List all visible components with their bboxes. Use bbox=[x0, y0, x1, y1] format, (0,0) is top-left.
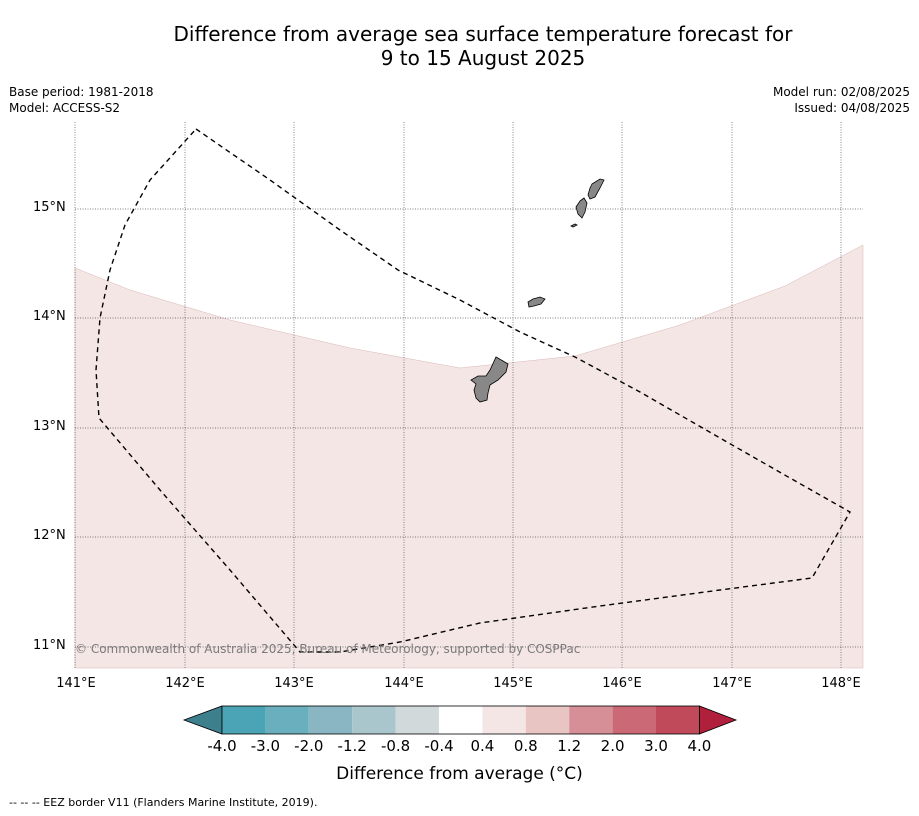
island-tinian bbox=[575, 197, 588, 219]
eez-footnote: -- -- -- EEZ border V11 (Flanders Marine… bbox=[9, 796, 318, 809]
colorbar-tick-label: 0.8 bbox=[513, 737, 538, 755]
lat-label-11: 11°N bbox=[33, 638, 66, 653]
colorbar-tick-label: -4.0 bbox=[207, 737, 237, 755]
lat-label-13: 13°N bbox=[33, 419, 66, 434]
colorbar bbox=[182, 705, 738, 735]
colorbar-segment bbox=[222, 706, 266, 734]
lon-label-144: 144°E bbox=[384, 676, 424, 691]
colorbar-label: Difference from average (°C) bbox=[336, 764, 583, 784]
meta-right: Model run: 02/08/2025 Issued: 04/08/2025 bbox=[773, 84, 910, 116]
colorbar-segment bbox=[612, 706, 656, 734]
model-run: Model run: 02/08/2025 bbox=[772, 85, 910, 99]
lon-label-142: 142°E bbox=[165, 676, 205, 691]
land-masses bbox=[470, 178, 605, 403]
colorbar-frame bbox=[221, 705, 700, 735]
copyright-notice: © Commonwealth of Australia 2025, Bureau… bbox=[75, 642, 581, 656]
colorbar-under-arrow bbox=[182, 705, 223, 735]
lat-label-15: 15°N bbox=[33, 200, 66, 215]
meta-left: Base period: 1981-2018 Model: ACCESS-S2 bbox=[9, 84, 154, 116]
colorbar-tick-label: 3.0 bbox=[644, 737, 668, 755]
colorbar-segment bbox=[308, 706, 353, 734]
island-rota bbox=[527, 296, 546, 308]
lat-label-12: 12°N bbox=[33, 528, 66, 543]
lon-label-141: 141°E bbox=[56, 676, 96, 691]
model-name: Model: ACCESS-S2 bbox=[9, 101, 121, 115]
colorbar-tick-label: -0.8 bbox=[380, 737, 411, 755]
island-aguijan bbox=[570, 223, 578, 228]
colorbar-tick-label: -0.4 bbox=[424, 737, 454, 755]
title-line-1: Difference from average sea surface temp… bbox=[173, 22, 793, 46]
colorbar-segment bbox=[352, 706, 396, 734]
title-line-2: 9 to 15 August 2025 bbox=[380, 46, 586, 70]
colorbar-segment bbox=[525, 706, 570, 734]
colorbar-tick-label: 1.2 bbox=[557, 737, 582, 755]
issued-date: Issued: 04/08/2025 bbox=[794, 101, 910, 115]
map-title: Difference from average sea surface temp… bbox=[0, 22, 919, 70]
island-saipan bbox=[587, 178, 605, 200]
lon-label-148: 148°E bbox=[821, 676, 861, 691]
lon-label-147: 147°E bbox=[712, 676, 752, 691]
anomaly-region bbox=[74, 244, 864, 669]
colorbar-segment bbox=[439, 706, 483, 734]
colorbar-tick-label: -3.0 bbox=[250, 737, 281, 755]
lat-label-14: 14°N bbox=[33, 309, 66, 324]
lon-label-145: 145°E bbox=[493, 676, 533, 691]
lon-label-146: 146°E bbox=[602, 676, 642, 691]
colorbar-segment bbox=[569, 706, 613, 734]
lon-label-143: 143°E bbox=[274, 676, 314, 691]
colorbar-segment bbox=[395, 706, 439, 734]
eez-border bbox=[95, 128, 851, 653]
colorbar-tick-label: 2.0 bbox=[600, 737, 625, 755]
colorbar-tick-label: 0.4 bbox=[470, 737, 495, 755]
colorbar-segment bbox=[656, 706, 700, 734]
colorbar-over-arrow bbox=[699, 705, 738, 735]
island-guam bbox=[470, 356, 509, 403]
colorbar-tick-label: -1.2 bbox=[337, 737, 367, 755]
colorbar-tick-label: 4.0 bbox=[687, 737, 712, 755]
base-period: Base period: 1981-2018 bbox=[9, 85, 154, 99]
graticule bbox=[74, 122, 863, 668]
colorbar-segment bbox=[482, 706, 526, 734]
colorbar-tick-label: -2.0 bbox=[294, 737, 324, 755]
colorbar-segment bbox=[265, 706, 309, 734]
